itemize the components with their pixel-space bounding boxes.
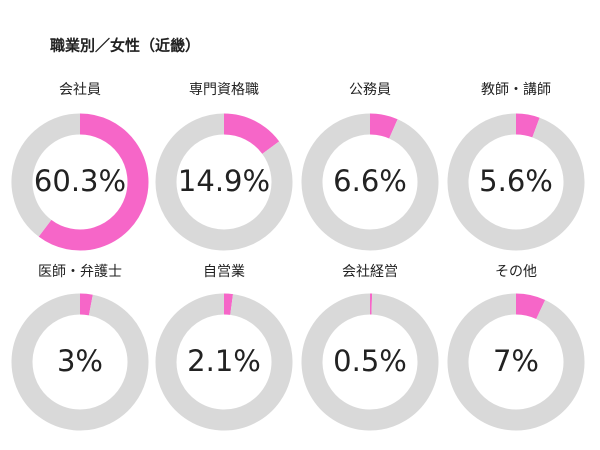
chart-title: その他: [495, 264, 537, 280]
page-title: 職業別／女性（近畿）: [50, 37, 200, 55]
chart-title: 専門資格職: [189, 82, 259, 98]
donut-segment: [223, 293, 234, 315]
donut-segment: [447, 113, 585, 251]
chart-title: 会社経営: [342, 264, 398, 280]
donut-segment: [155, 113, 293, 251]
value-label: 3%: [57, 344, 103, 378]
value-label: 7%: [493, 344, 539, 378]
chart-title: 教師・講師: [481, 82, 551, 98]
donut-segment: [515, 113, 540, 138]
value-label: 0.5%: [333, 344, 407, 378]
donut-segment: [447, 293, 585, 431]
value-label: 14.9%: [178, 164, 270, 198]
donut-segment: [11, 113, 81, 237]
value-label: 5.6%: [479, 164, 553, 198]
donut-segment: [11, 293, 149, 431]
donut-segment: [223, 113, 280, 155]
value-label: 60.3%: [34, 164, 126, 198]
value-label: 2.1%: [187, 344, 261, 378]
value-label: 6.6%: [333, 164, 407, 198]
donut-segment: [301, 293, 439, 431]
donut-segment: [301, 113, 439, 251]
donut-segment: [369, 113, 398, 139]
donut-segment: [515, 293, 546, 320]
donut-segment: [155, 293, 293, 431]
chart-title: 自営業: [203, 264, 245, 280]
chart-title: 会社員: [59, 82, 101, 98]
chart-title: 医師・弁護士: [38, 264, 122, 280]
chart-title: 公務員: [349, 82, 391, 98]
donut-segment: [79, 293, 93, 316]
donut-segment: [38, 113, 149, 251]
